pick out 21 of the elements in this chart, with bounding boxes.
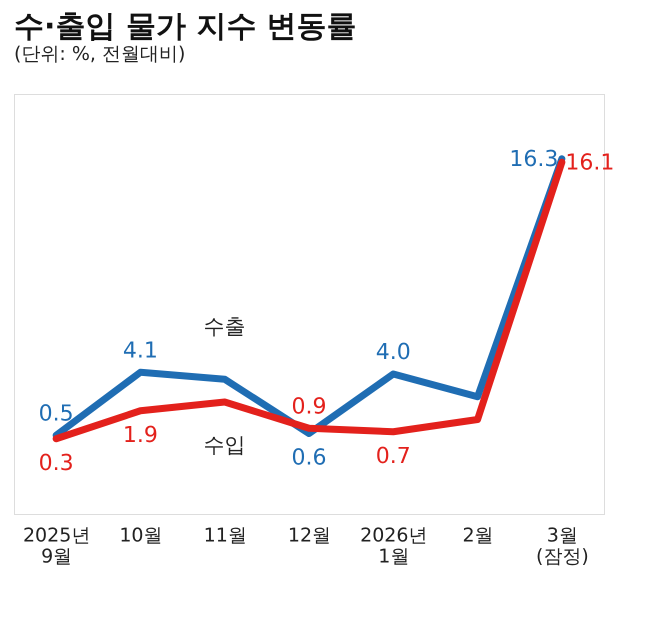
data-label: 0.3: [38, 450, 74, 476]
data-label: 0.7: [376, 444, 411, 469]
data-label: 0.6: [292, 446, 326, 470]
data-label: 16.1: [565, 150, 614, 176]
series-label: 수출: [204, 314, 246, 338]
data-label: 4.0: [376, 340, 411, 365]
series-label: 수입: [204, 433, 246, 457]
chart-subtitle: (단위: %, 전월대비): [14, 43, 186, 65]
x-tick-label: 3월 (잠정): [536, 524, 589, 568]
data-label: 0.5: [38, 401, 74, 426]
chart-title: 수·출입 물가 지수 변동률: [14, 9, 357, 44]
data-label: 4.1: [122, 338, 158, 364]
x-tick-label: 12월: [288, 524, 332, 546]
x-tick-label: 10월: [119, 524, 163, 546]
data-label: 1.9: [122, 422, 158, 448]
x-tick-label: 2025년 9월: [22, 524, 90, 568]
x-tick-label: 11월: [204, 524, 247, 546]
data-label: 16.3: [509, 146, 558, 172]
x-tick-label: 2월: [462, 524, 494, 546]
data-label: 0.9: [292, 394, 326, 420]
x-tick-label: 2026년 1월: [360, 524, 428, 568]
